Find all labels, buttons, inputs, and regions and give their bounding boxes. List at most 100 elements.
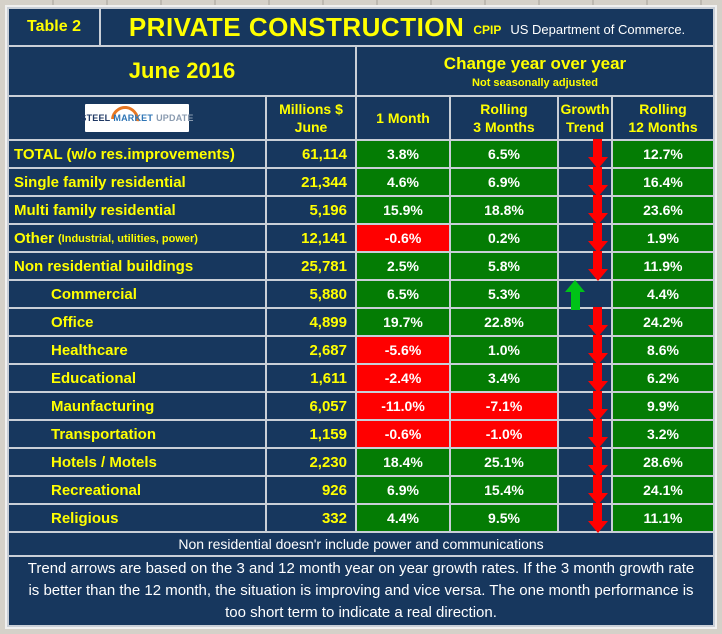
table-row: Other (Industrial, utilities, power) 12,… [9, 223, 713, 253]
logo-word-market: MARKET [113, 113, 154, 123]
table-row: Hotels / Motels 2,230 18.4% 25.1% 28.6% [9, 447, 713, 477]
cell-growth-trend [559, 167, 611, 197]
col-header-millions: Millions $ June [267, 97, 355, 139]
row-label: Multi family residential [14, 201, 176, 219]
trend-down-arrow-icon [587, 391, 608, 421]
page-title: PRIVATE CONSTRUCTION [128, 11, 465, 42]
col-header-rolling-3-line2: 3 Months [473, 119, 535, 135]
trend-up-arrow-icon [565, 280, 585, 310]
row-millions-value: 5,880 [267, 281, 355, 307]
cell-rolling-12-months: 24.2% [613, 309, 713, 335]
row-millions-value: 61,114 [267, 141, 355, 167]
col-header-millions-line2: June [294, 119, 328, 135]
cell-1-month: 15.9% [357, 197, 449, 223]
cell-rolling-12-months: 12.7% [613, 141, 713, 167]
trend-down-arrow-icon [587, 167, 608, 197]
col-header-1-month: 1 Month [357, 97, 449, 139]
trend-down-arrow-icon [587, 335, 608, 365]
row-label: Maunfacturing [51, 397, 155, 415]
col-header-growth-line2: Trend [565, 119, 605, 135]
row-label-cell: Healthcare [9, 337, 265, 363]
cell-growth-trend [559, 251, 611, 281]
row-label: Other [14, 229, 55, 247]
row-label: Healthcare [51, 341, 128, 359]
cell-1-month: 6.5% [357, 281, 449, 307]
table-row: Maunfacturing 6,057 -11.0% -7.1% 9.9% [9, 391, 713, 421]
row-label: Transportation [51, 425, 157, 443]
agency-label: US Department of Commerce. [510, 22, 686, 37]
period-band: June 2016 Change year over year Not seas… [9, 47, 713, 95]
cell-growth-trend [559, 280, 611, 310]
cell-1-month: -11.0% [357, 393, 449, 419]
row-millions-value: 4,899 [267, 309, 355, 335]
row-millions-value: 926 [267, 477, 355, 503]
col-header-rolling-12-line1: Rolling [639, 100, 687, 117]
cell-1-month: 19.7% [357, 309, 449, 335]
table-number-label: Table 2 [27, 18, 81, 35]
table-row: Religious 332 4.4% 9.5% 11.1% [9, 503, 713, 533]
trend-down-arrow-icon [587, 195, 608, 225]
row-label-cell: Recreational [9, 477, 265, 503]
cell-rolling-3-months: 15.4% [451, 477, 557, 503]
footnote-1: Non residential doesn'r include power an… [9, 533, 713, 555]
cell-rolling-3-months: 5.3% [451, 281, 557, 307]
cell-growth-trend [559, 335, 611, 365]
row-millions-value: 25,781 [267, 253, 355, 279]
trend-down-arrow-icon [587, 223, 608, 253]
cell-rolling-12-months: 16.4% [613, 169, 713, 195]
row-label-cell: Multi family residential [9, 197, 265, 223]
table-body: TOTAL (w/o res.improvements) 61,114 3.8%… [9, 139, 713, 533]
cell-rolling-12-months: 6.2% [613, 365, 713, 391]
row-label-cell: Educational [9, 365, 265, 391]
trend-down-arrow-icon [587, 475, 608, 505]
cell-rolling-12-months: 9.9% [613, 393, 713, 419]
trend-down-arrow-icon [587, 251, 608, 281]
row-label: Commercial [51, 285, 137, 303]
cell-growth-trend [559, 419, 611, 449]
change-title: Change year over year [443, 53, 627, 73]
col-header-growth-trend: Growth Trend [559, 97, 611, 139]
row-label: Religious [51, 509, 119, 527]
row-millions-value: 1,611 [267, 365, 355, 391]
row-label: Single family residential [14, 173, 186, 191]
table-row: Single family residential 21,344 4.6% 6.… [9, 167, 713, 197]
row-millions-value: 12,141 [267, 225, 355, 251]
column-header-band: STEEL MARKET UPDATE Millions $ June 1 Mo… [9, 97, 713, 139]
cell-growth-trend [559, 503, 611, 533]
table-number-cell: Table 2 [9, 9, 99, 45]
cell-1-month: 6.9% [357, 477, 449, 503]
col-header-millions-line1: Millions $ [279, 100, 343, 117]
gridline-strip [0, 0, 722, 5]
col-header-rolling-12-line2: 12 Months [628, 119, 698, 135]
cell-rolling-12-months: 1.9% [613, 225, 713, 251]
logo-cell: STEEL MARKET UPDATE [9, 97, 265, 139]
cell-1-month: -2.4% [357, 365, 449, 391]
title-cell: PRIVATE CONSTRUCTION CPIP US Department … [101, 9, 713, 45]
row-millions-value: 332 [267, 505, 355, 531]
change-header-cell: Change year over year Not seasonally adj… [357, 47, 713, 95]
footnote-paragraph: Trend arrows are based on the 3 and 12 m… [9, 557, 713, 625]
cell-growth-trend [559, 139, 611, 169]
cell-growth-trend [559, 447, 611, 477]
row-millions-value: 2,687 [267, 337, 355, 363]
cell-rolling-3-months: 25.1% [451, 449, 557, 475]
cell-rolling-12-months: 8.6% [613, 337, 713, 363]
cell-1-month: 2.5% [357, 253, 449, 279]
row-millions-value: 6,057 [267, 393, 355, 419]
cell-rolling-12-months: 28.6% [613, 449, 713, 475]
cell-rolling-3-months: 22.8% [451, 309, 557, 335]
cell-rolling-3-months: 18.8% [451, 197, 557, 223]
change-subtitle: Not seasonally adjusted [472, 76, 598, 89]
row-label: Recreational [51, 481, 142, 499]
table-row: Multi family residential 5,196 15.9% 18.… [9, 195, 713, 225]
table-row: Commercial 5,880 6.5% 5.3% 4.4% [9, 280, 713, 310]
row-millions-value: 21,344 [267, 169, 355, 195]
cell-rolling-3-months: 6.9% [451, 169, 557, 195]
row-label-cell: Maunfacturing [9, 393, 265, 419]
cell-rolling-3-months: 0.2% [451, 225, 557, 251]
row-label-cell: Hotels / Motels [9, 449, 265, 475]
row-label-cell: Single family residential [9, 169, 265, 195]
trend-down-arrow-icon [587, 307, 608, 337]
row-label-cell: Office [9, 309, 265, 335]
table-row: Healthcare 2,687 -5.6% 1.0% 8.6% [9, 335, 713, 365]
